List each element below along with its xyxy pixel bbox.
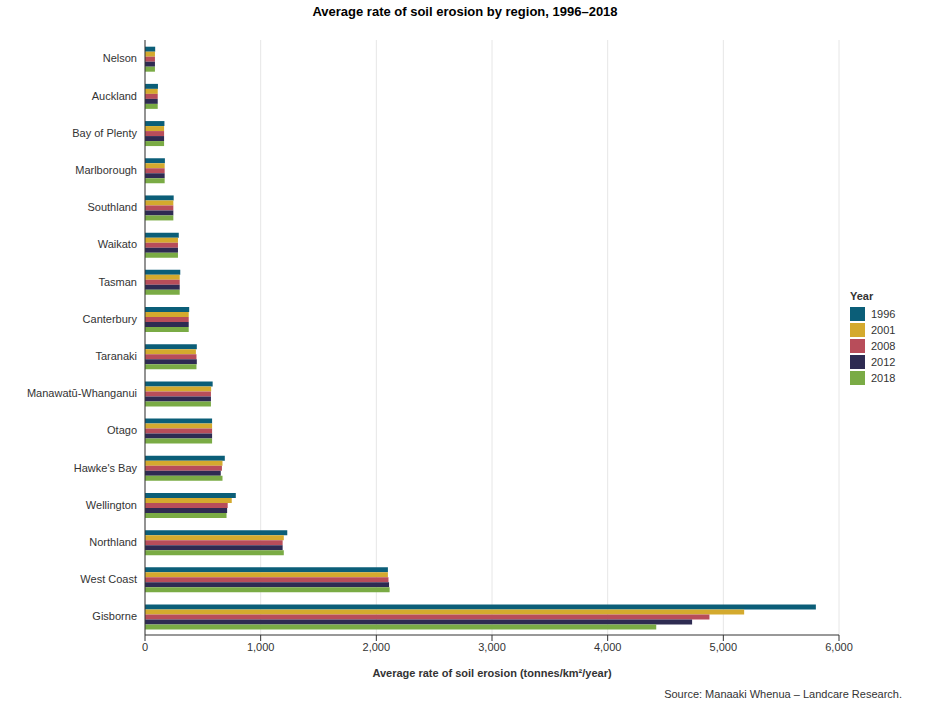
html-text:1996: 1996	[871, 308, 896, 320]
html-text:2012: 2012	[871, 356, 896, 368]
svg-text:4,000: 4,000	[594, 641, 622, 653]
svg-text:Otago: Otago	[107, 424, 137, 436]
html-text:2008: 2008	[871, 340, 896, 352]
svg-text:Taranaki: Taranaki	[95, 350, 137, 362]
svg-text:West Coast: West Coast	[80, 573, 137, 585]
svg-text:5,000: 5,000	[710, 641, 738, 653]
html-text:2001: 2001	[871, 324, 896, 336]
svg-text:Gisborne: Gisborne	[92, 610, 137, 622]
html-text:Source: Manaaki Whenua – Landc: Source: Manaaki Whenua – Landcare Resear…	[664, 688, 902, 700]
html-text:2018: 2018	[871, 372, 896, 384]
svg-text:Tasman: Tasman	[98, 276, 137, 288]
svg-text:0: 0	[142, 641, 148, 653]
html-text:Year: Year	[850, 290, 874, 302]
svg-text:Bay of Plenty: Bay of Plenty	[72, 127, 137, 139]
svg-text:Hawke's Bay: Hawke's Bay	[74, 462, 138, 474]
svg-text:Waikato: Waikato	[98, 238, 137, 250]
svg-text:Average rate of soil erosion (: Average rate of soil erosion (tonnes/km²…	[372, 667, 612, 679]
html-text:Average rate of soil erosion b: Average rate of soil erosion by region, …	[312, 4, 618, 19]
svg-text:Marlborough: Marlborough	[75, 164, 137, 176]
svg-text:Wellington: Wellington	[86, 499, 137, 511]
svg-text:Manawatū-Whanganui: Manawatū-Whanganui	[27, 387, 137, 399]
svg-text:Southland: Southland	[87, 201, 137, 213]
svg-text:Canterbury: Canterbury	[83, 313, 138, 325]
svg-text:Northland: Northland	[89, 536, 137, 548]
svg-text:1,000: 1,000	[247, 641, 275, 653]
svg-text:3,000: 3,000	[478, 641, 506, 653]
svg-text:Auckland: Auckland	[92, 90, 137, 102]
svg-text:6,000: 6,000	[825, 641, 853, 653]
svg-text:2,000: 2,000	[363, 641, 391, 653]
svg-text:Nelson: Nelson	[103, 52, 137, 64]
